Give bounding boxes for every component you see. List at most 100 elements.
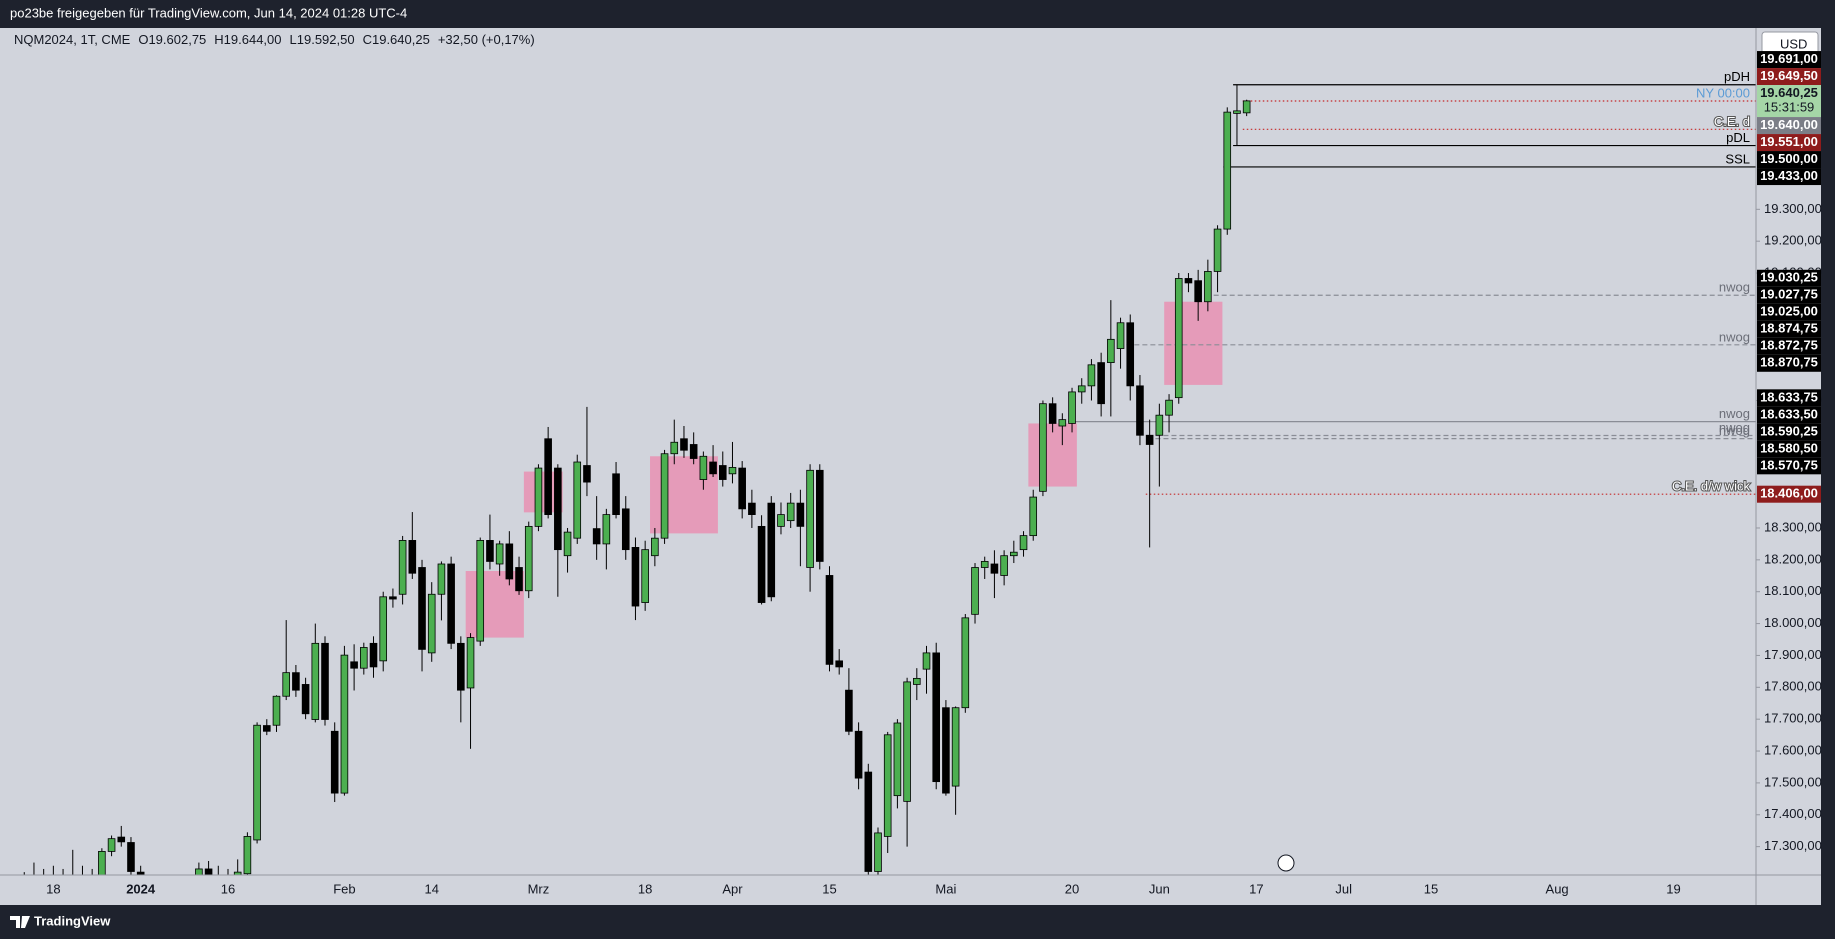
price-badge: [1757, 389, 1821, 407]
fvg-zone: [465, 570, 524, 638]
candle-body: [1116, 322, 1125, 349]
candle-body: [961, 617, 970, 709]
candle-body: [1204, 271, 1212, 303]
y-tick-label: 17.800,00: [1764, 679, 1822, 694]
candle-body: [457, 642, 465, 691]
price-badge: [1757, 320, 1821, 338]
price-badge: [1757, 117, 1821, 135]
x-tick-label: 15: [822, 881, 836, 896]
candle-body: [796, 502, 805, 527]
candle-body: [631, 547, 640, 607]
y-tick-label: 18.000,00: [1764, 615, 1822, 630]
level-label: nwog: [1719, 420, 1750, 435]
price-badge-label: 19.027,75: [1760, 287, 1818, 302]
candle-body: [1155, 414, 1164, 436]
level-label: pDL: [1726, 130, 1750, 145]
price-badge-label: 19.640,25: [1760, 85, 1818, 100]
price-badge: [1757, 457, 1821, 475]
price-badge-label: 18.590,25: [1760, 423, 1818, 438]
x-tick-label: 2024: [126, 881, 156, 896]
candle-body: [786, 502, 795, 522]
candle-body: [495, 543, 504, 565]
y-tick-label: 17.300,00: [1764, 838, 1822, 853]
candle-body: [1223, 111, 1232, 230]
price-badge-label: 19.500,00: [1760, 151, 1818, 166]
price-badge: [1757, 134, 1821, 152]
candle-body: [1242, 100, 1251, 114]
price-badge-label: 18.633,75: [1760, 389, 1818, 404]
level-label: nwog: [1719, 329, 1750, 344]
candle-body: [330, 730, 339, 794]
candle-body: [534, 467, 543, 527]
level-label: C.E. d/w wick: [1672, 479, 1751, 494]
candle-body: [699, 455, 708, 480]
candle-body: [757, 525, 766, 603]
candle-body: [592, 528, 601, 545]
candle-body: [486, 540, 494, 562]
y-tick-label: 18.200,00: [1764, 551, 1822, 566]
y-tick-label: 17.700,00: [1764, 711, 1822, 726]
candle-body: [1107, 338, 1115, 363]
candle-body: [418, 567, 426, 650]
candle-body: [689, 444, 698, 459]
price-badge: [1757, 303, 1821, 321]
candle-body: [292, 672, 300, 691]
candle-body: [767, 502, 776, 598]
x-tick-label: 14: [424, 881, 438, 896]
candle-body: [427, 593, 436, 654]
price-badge: [1757, 406, 1821, 424]
y-tick-label: 17.600,00: [1764, 742, 1822, 757]
candle-body: [1194, 280, 1202, 303]
y-tick-label: 19.300,00: [1764, 201, 1822, 216]
candle-body: [195, 868, 203, 875]
y-tick-label: 17.500,00: [1764, 774, 1822, 789]
price-badge: [1757, 85, 1821, 118]
candle-body: [1213, 228, 1222, 272]
candle-body: [913, 677, 921, 685]
symbol-legend: NQM2024, 1T, CME O19.602,75 H19.644,00 L19.…: [14, 32, 535, 47]
candle-body: [389, 596, 397, 600]
candle-body: [583, 465, 591, 483]
candle-body: [854, 730, 863, 779]
fvg-zone: [1028, 423, 1077, 487]
candle-body: [98, 851, 106, 875]
candle-body: [718, 465, 727, 480]
candle-body: [680, 438, 688, 451]
x-tick-label: Apr: [722, 881, 743, 896]
price-badge-label: 19.551,00: [1760, 134, 1818, 149]
price-badge-label: 18.570,75: [1760, 457, 1818, 472]
candle-body: [1039, 403, 1047, 492]
candle-body: [117, 836, 126, 843]
x-tick-label: 19: [1666, 881, 1680, 896]
candle-body: [602, 514, 611, 545]
y-tick-label: 18.100,00: [1764, 583, 1822, 598]
candle-body: [350, 661, 358, 669]
candle-body: [1165, 399, 1173, 416]
go-to-realtime[interactable]: [1277, 854, 1295, 872]
x-tick-label: Mrz: [528, 881, 550, 896]
candle-body: [340, 654, 349, 794]
candle-body: [437, 563, 446, 595]
price-badge: [1757, 354, 1821, 372]
candle-body: [709, 461, 717, 475]
candle-body: [505, 543, 514, 580]
candle-body: [544, 438, 552, 515]
candle-body: [641, 549, 649, 603]
x-tick-label: 15: [1424, 881, 1438, 896]
candle-body: [728, 467, 737, 475]
candle-body: [1126, 322, 1135, 387]
candle-body: [777, 514, 785, 527]
candle-body: [563, 531, 572, 557]
currency[interactable]: USD: [1780, 36, 1807, 51]
candle-body: [1068, 391, 1076, 424]
share-header: po23be freigegeben für TradingView.com, …: [10, 5, 407, 20]
price-badge: [1757, 286, 1821, 304]
candle-body: [524, 525, 533, 592]
candle-body: [1048, 403, 1057, 424]
candle-body: [893, 722, 902, 797]
price-badge: [1757, 151, 1821, 169]
price-badge-label: 18.870,75: [1760, 355, 1818, 370]
level-label: pDH: [1724, 69, 1750, 84]
